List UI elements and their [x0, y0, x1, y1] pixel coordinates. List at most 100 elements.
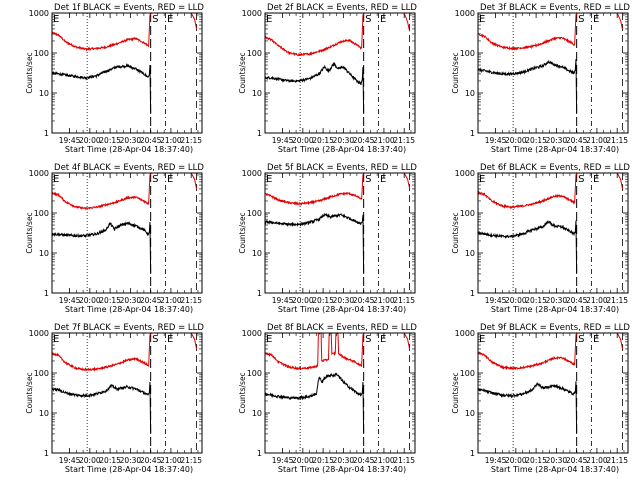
x-tick-label: 21:15: [393, 456, 415, 465]
x-tick-label: 21:00: [160, 456, 182, 465]
x-tick-label: 20:00: [79, 136, 101, 145]
x-tick-label: 21:15: [180, 456, 202, 465]
vline-start-label: S: [365, 334, 371, 345]
vline-start-label: S: [365, 174, 371, 185]
series-line-lld: [478, 333, 578, 371]
chart-title: Det 7f BLACK = Events, RED = LLD: [54, 323, 204, 333]
x-tick-label: 20:45: [566, 456, 588, 465]
chart-panel-7: Det 7f BLACK = Events, RED = LLD 1 10 100 10…: [25, 323, 204, 474]
vline-start-label: S: [365, 14, 371, 25]
vline-end-label: E: [380, 334, 386, 345]
y-tick-label: 1: [44, 289, 49, 298]
vline-end-label: E: [167, 174, 173, 185]
y-tick-label: 1000: [242, 329, 262, 338]
y-axis-label: Counts/sec: [451, 372, 460, 413]
x-axis-label: Start Time (28-Apr-04 18:37:40): [65, 465, 193, 474]
series-line-lld: [478, 13, 578, 51]
x-tick-label: 21:00: [586, 456, 608, 465]
y-tick-label: 1: [44, 449, 49, 458]
chart-panel-8: Det 8f BLACK = Events, RED = LLD 1 10 100 10…: [238, 323, 417, 474]
x-tick-label: 20:00: [292, 456, 314, 465]
plot-area: [52, 173, 198, 293]
x-axis-label: Start Time (28-Apr-04 18:37:40): [65, 145, 193, 154]
series-line-lld: [265, 13, 365, 57]
y-tick-label: 1: [470, 289, 475, 298]
x-axis-label: Start Time (28-Apr-04 18:37:40): [65, 305, 193, 314]
x-axis-label: Start Time (28-Apr-04 18:37:40): [278, 465, 406, 474]
y-tick-label: 10: [252, 249, 262, 258]
y-tick-label: 1000: [29, 169, 49, 178]
series-line-lld: [52, 13, 152, 52]
plot-area: [478, 13, 624, 133]
x-tick-label: 20:00: [79, 456, 101, 465]
corner-marker: E: [53, 174, 59, 185]
series-tail-lld: [190, 173, 198, 190]
corner-marker: E: [479, 174, 485, 185]
x-tick-label: 20:30: [120, 136, 142, 145]
y-tick-label: 100: [247, 49, 262, 58]
y-tick-label: 1000: [242, 9, 262, 18]
y-axis-label: Counts/sec: [25, 52, 34, 93]
chart-panel-2: Det 2f BLACK = Events, RED = LLD 1 10 100 10…: [238, 3, 417, 154]
series-tail-lld: [190, 13, 198, 30]
x-tick-label: 21:00: [586, 136, 608, 145]
x-tick-label: 20:15: [525, 136, 547, 145]
vline-start-label: S: [152, 14, 158, 25]
x-tick-label: 20:45: [140, 296, 162, 305]
x-tick-label: 20:15: [525, 456, 547, 465]
y-tick-label: 1: [257, 129, 262, 138]
x-tick-label: 19:45: [485, 136, 507, 145]
x-tick-label: 20:30: [546, 296, 568, 305]
corner-marker: E: [266, 174, 272, 185]
x-tick-label: 20:15: [99, 136, 121, 145]
x-tick-label: 20:15: [312, 136, 334, 145]
chart-panel-6: Det 6f BLACK = Events, RED = LLD 1 10 100 10…: [451, 163, 630, 314]
x-axis-label: Start Time (28-Apr-04 18:37:40): [278, 305, 406, 314]
plot-area: [265, 13, 411, 133]
series-line-events: [265, 212, 365, 274]
y-tick-label: 100: [34, 209, 49, 218]
y-axis-label: Counts/sec: [451, 52, 460, 93]
plot-frame: [264, 172, 416, 294]
x-tick-label: 20:00: [505, 456, 527, 465]
series-tail-lld: [190, 333, 198, 350]
corner-marker: E: [266, 334, 272, 345]
x-tick-label: 21:15: [606, 296, 628, 305]
x-tick-label: 21:15: [180, 136, 202, 145]
series-line-lld: [52, 173, 152, 211]
y-tick-label: 100: [460, 49, 475, 58]
vline-start-label: S: [578, 334, 584, 345]
y-tick-label: 1: [44, 129, 49, 138]
chart-panel-9: Det 9f BLACK = Events, RED = LLD 1 10 100 10…: [451, 323, 630, 474]
x-tick-label: 20:30: [546, 136, 568, 145]
plot-frame: [51, 172, 203, 294]
x-tick-label: 20:00: [292, 296, 314, 305]
chart-title: Det 9f BLACK = Events, RED = LLD: [480, 323, 630, 333]
y-tick-label: 1: [470, 449, 475, 458]
x-tick-label: 20:15: [312, 456, 334, 465]
x-tick-label: 21:15: [606, 136, 628, 145]
y-tick-label: 1: [257, 289, 262, 298]
y-tick-label: 10: [465, 409, 475, 418]
y-tick-label: 1000: [29, 329, 49, 338]
series-line-events: [265, 372, 365, 434]
corner-marker: E: [479, 14, 485, 25]
plot-area: [478, 333, 624, 453]
plot-frame: [51, 12, 203, 134]
chart-title: Det 5f BLACK = Events, RED = LLD: [267, 163, 417, 173]
y-tick-label: 1000: [29, 9, 49, 18]
y-axis-label: Counts/sec: [25, 372, 34, 413]
x-tick-label: 20:45: [353, 456, 375, 465]
x-tick-label: 19:45: [59, 456, 81, 465]
x-tick-label: 20:15: [99, 296, 121, 305]
x-tick-label: 20:45: [566, 136, 588, 145]
series-line-events: [478, 381, 578, 434]
x-tick-label: 20:45: [353, 136, 375, 145]
y-tick-label: 10: [465, 89, 475, 98]
series-line-lld: [52, 333, 152, 372]
y-tick-label: 10: [39, 409, 49, 418]
x-tick-label: 20:00: [292, 136, 314, 145]
y-axis-label: Counts/sec: [451, 212, 460, 253]
y-tick-label: 100: [460, 369, 475, 378]
x-tick-label: 20:45: [140, 136, 162, 145]
